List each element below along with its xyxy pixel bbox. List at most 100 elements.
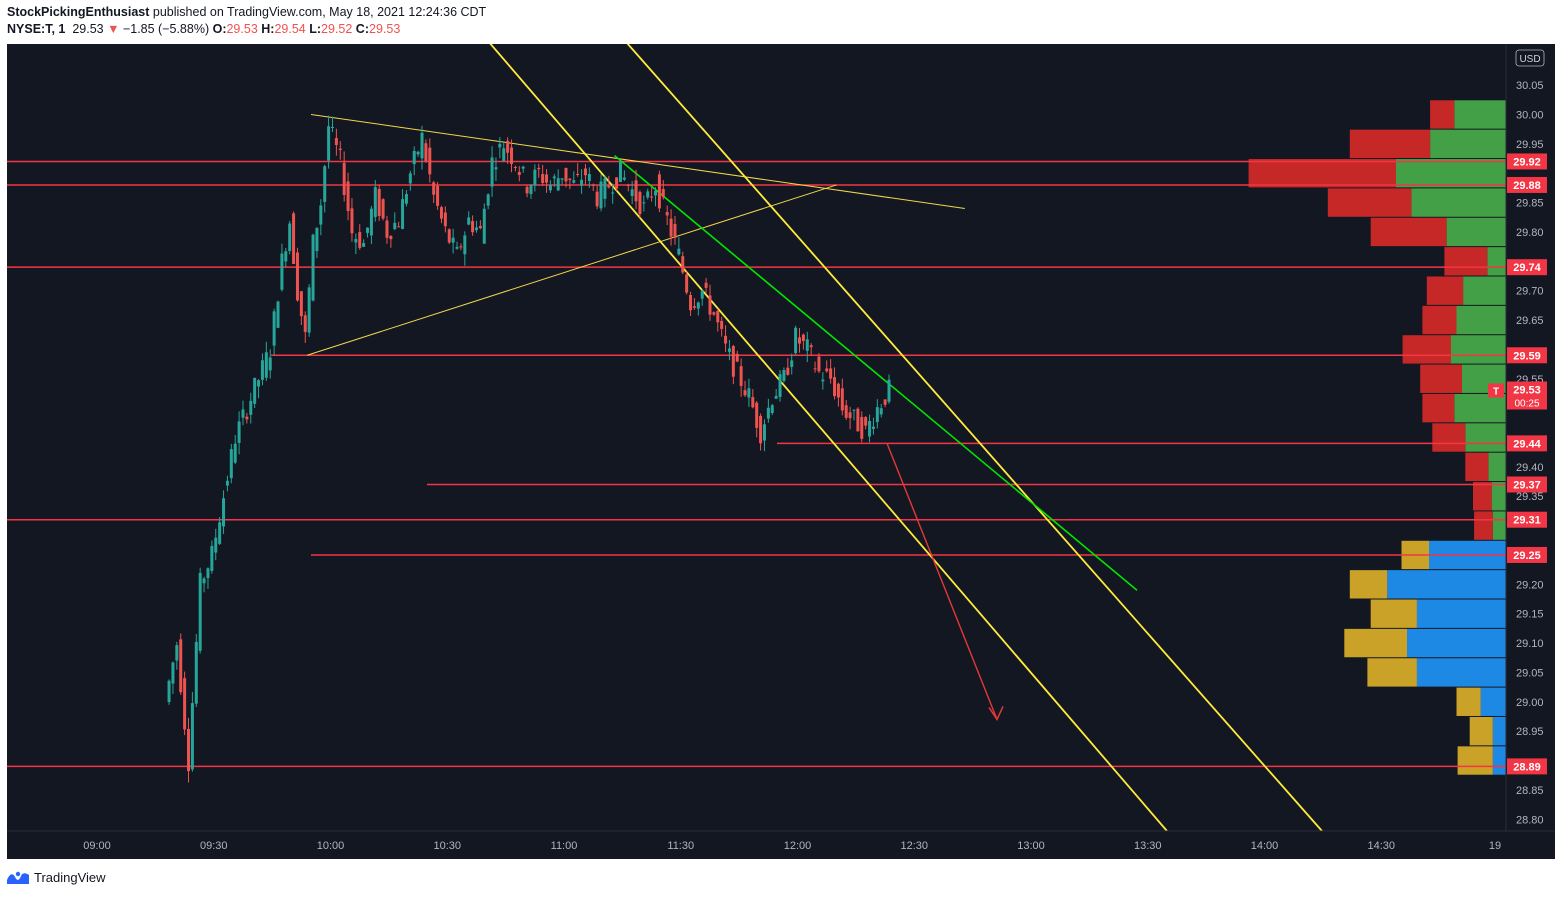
tradingview-brand: TradingView (34, 869, 106, 885)
candle-body (194, 641, 198, 704)
candle-body (587, 174, 591, 181)
candle-body (424, 143, 428, 162)
candle-body (786, 367, 790, 375)
candle-body (856, 408, 860, 432)
candle-body (455, 246, 459, 249)
volume-bar-up (1492, 511, 1506, 540)
price-level-badge (1507, 347, 1547, 364)
volume-bar-down (1469, 716, 1493, 746)
candle-body (618, 161, 622, 182)
candle-body (556, 178, 560, 191)
candle-body (436, 185, 440, 206)
candle-body (241, 409, 245, 418)
candle-body (474, 227, 478, 231)
candle-body (790, 360, 794, 367)
candle-body (731, 345, 735, 377)
candle-body (486, 194, 490, 206)
volume-bar-up (1491, 482, 1506, 511)
candle-body (829, 368, 833, 379)
candle-body (416, 151, 420, 155)
candle-body (696, 302, 700, 309)
candle-body (615, 177, 619, 189)
candle-body (650, 196, 654, 198)
time-tick-label: 09:00 (83, 840, 111, 852)
candle-body (794, 327, 798, 354)
volume-bar-down (1465, 452, 1489, 482)
price-level-label: 29.88 (1513, 180, 1541, 192)
price-level-label: 29.37 (1513, 479, 1541, 491)
time-tick-label: 14:30 (1367, 840, 1395, 852)
volume-bar-up (1480, 687, 1506, 716)
candle-body (210, 545, 214, 571)
candle-body (439, 207, 443, 219)
candle-body (759, 415, 763, 444)
candle-body (755, 402, 759, 428)
price-level-badge (1507, 476, 1547, 493)
candle-body (817, 356, 821, 372)
price-tick-label: 29.80 (1516, 227, 1544, 239)
candle-body (482, 208, 486, 244)
candle-body (467, 217, 471, 225)
volume-bar-down (1474, 511, 1493, 540)
time-tick-label: 11:30 (667, 840, 694, 852)
open-value: 29.53 (226, 22, 258, 36)
candle-body (774, 395, 778, 399)
chart-area[interactable]: 30.05 30.00 29.95 29.85 29.80 29.70 29.65 29.55… (7, 33, 1555, 859)
candle-body (529, 185, 533, 195)
price-level-badge (1507, 176, 1547, 193)
time-tick-label: 10:00 (317, 840, 345, 852)
volume-bar-down (1248, 159, 1396, 188)
candle-body (443, 212, 447, 227)
triangle-upper-line (310, 113, 965, 209)
symbol-label[interactable]: NYSE:T, 1 (7, 22, 66, 36)
time-tick-label: 12:30 (900, 840, 928, 852)
volume-profile (1248, 100, 1506, 775)
time-tick-label: 10:30 (433, 840, 461, 852)
candle-body (288, 223, 292, 251)
volume-bar-up (1492, 716, 1506, 746)
candle-body (724, 335, 728, 344)
candle-body (677, 248, 681, 255)
candle-body (836, 383, 840, 398)
candle-body (665, 212, 669, 216)
channel-upper-line (618, 33, 1323, 832)
candle-body (190, 703, 194, 770)
candle-body (233, 443, 237, 463)
price-level-label: 29.74 (1513, 262, 1541, 274)
candle-body (478, 225, 482, 229)
candle-body (280, 253, 284, 290)
volume-bar-down (1422, 393, 1455, 423)
candle-body (245, 416, 249, 420)
time-tick-label: 11:00 (551, 840, 578, 852)
price-tick-label: 29.15 (1516, 609, 1544, 621)
volume-bar-up (1411, 188, 1506, 217)
candle-body (852, 409, 856, 411)
candle-body (864, 417, 868, 426)
candle-body (689, 295, 693, 311)
candle-body (513, 167, 517, 169)
candle-body (778, 374, 782, 397)
author-name[interactable]: StockPickingEnthusiast (7, 5, 150, 19)
candle-body (766, 407, 770, 419)
candle-body (295, 252, 299, 301)
axes: 30.0530.0029.9529.8529.8029.7029.6529.55… (7, 44, 1555, 852)
candle-body (362, 243, 366, 247)
volume-bar-up (1416, 599, 1506, 628)
candles (167, 115, 891, 783)
candle-body (545, 174, 549, 183)
candle-body (743, 390, 747, 396)
volume-bar-up (1487, 247, 1506, 276)
tradingview-logo[interactable]: TradingView (6, 869, 106, 885)
candle-body (770, 405, 774, 413)
candle-body (171, 662, 175, 684)
price-chart[interactable]: 30.0530.0029.9529.8529.8029.7029.6529.55… (7, 33, 1555, 859)
candle-body (868, 420, 872, 437)
volume-bar-down (1370, 217, 1447, 247)
candle-body (218, 522, 222, 544)
candle-body (798, 337, 801, 344)
candle-body (401, 199, 405, 229)
candle-body (459, 246, 463, 248)
candle-body (887, 379, 891, 402)
candle-body (327, 126, 331, 161)
candle-body (825, 368, 829, 372)
